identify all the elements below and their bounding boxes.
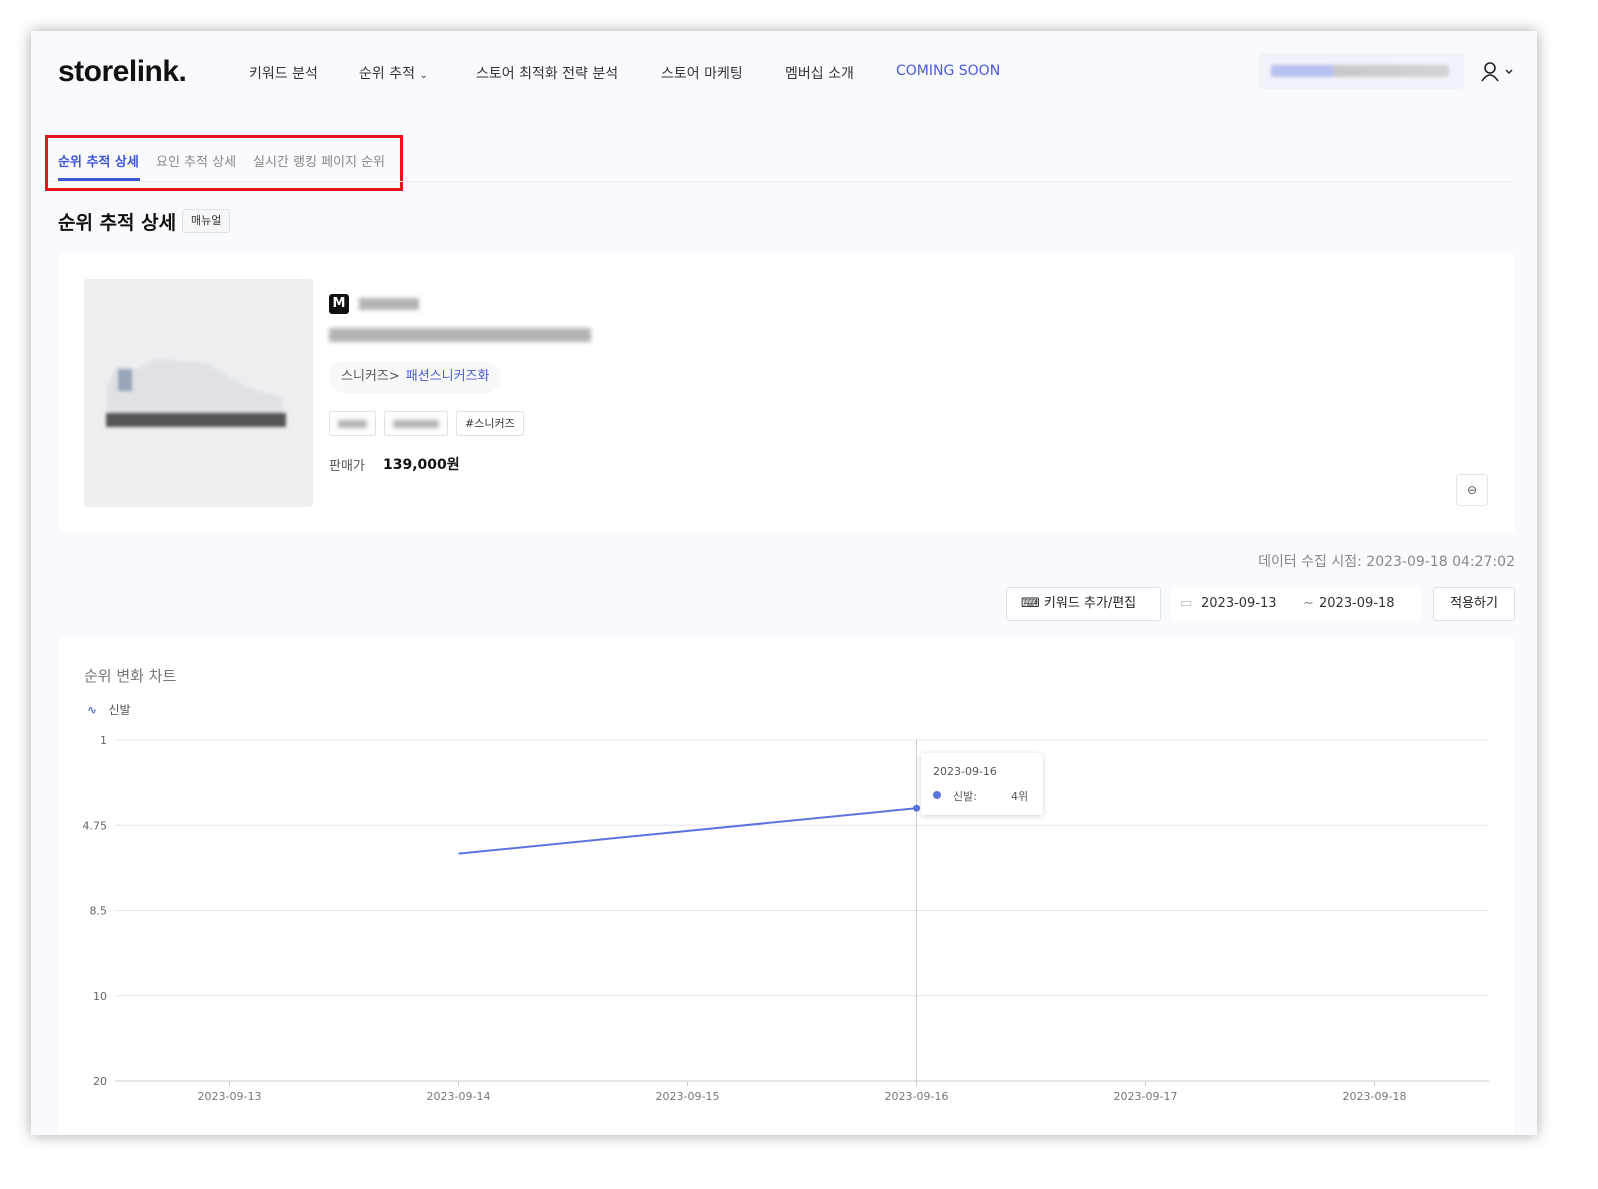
tooltip-date: 2023-09-16	[933, 765, 997, 778]
keyboard-icon: ⌨	[1021, 596, 1040, 611]
tooltip-series: 신발:	[953, 790, 977, 803]
y-tick-label: 8.5	[90, 905, 108, 918]
user-menu[interactable]	[1481, 61, 1517, 87]
data-collected-time: 데이터 수집 시점: 2023-09-18 04:27:02	[1258, 554, 1515, 570]
category-breadcrumb: 스니커즈> 패션스니커즈화	[329, 361, 502, 393]
tooltip-dot	[933, 791, 941, 799]
link-button[interactable]: ⊖	[1456, 474, 1488, 506]
legend-item[interactable]: ∿ 신발	[87, 701, 131, 718]
tag: #스니커즈	[456, 411, 524, 436]
button-label: 키워드 추가/편집	[1043, 596, 1137, 611]
page-title: 순위 추적 상세	[58, 212, 177, 234]
link-icon: ⊖	[1466, 483, 1478, 497]
app-window: storelink. 키워드 분석 순위 추적 ⌄ 스토어 최적화 전략 분석 …	[31, 31, 1537, 1135]
blurred-tag	[338, 420, 367, 428]
x-tick-label: 2023-09-17	[1114, 1090, 1178, 1103]
blurred-email	[1271, 65, 1449, 77]
series-line	[458, 807, 917, 855]
shoe-image	[106, 359, 286, 427]
nav-store-marketing[interactable]: 스토어 마케팅	[661, 66, 743, 82]
chevron-down-icon: ⌄	[419, 70, 428, 81]
category-child[interactable]: 패션스니커즈화	[405, 369, 490, 384]
nav-keyword-analysis[interactable]: 키워드 분석	[249, 66, 318, 82]
blurred-tag	[393, 420, 439, 428]
nav-store-optimization[interactable]: 스토어 최적화 전략 분석	[476, 66, 619, 82]
x-tick-label: 2023-09-13	[198, 1090, 262, 1103]
rank-chart: 1 4.75 8.5 10 20 2023-09-13 2023-09-14 2023-09-…	[83, 734, 1489, 1103]
account-email[interactable]	[1259, 53, 1464, 89]
tag	[329, 411, 376, 436]
y-tick-label: 1	[100, 734, 107, 747]
rank-chart-card: 순위 변화 차트 ∿ 신발 1 4.75 8.5 10 20 2023-09-13 2023…	[59, 637, 1515, 1135]
y-tick-label: 4.75	[83, 819, 108, 832]
price-value: 139,000원	[383, 457, 460, 473]
tab-rank-tracking-detail[interactable]: 순위 추적 상세	[58, 155, 139, 170]
apply-button[interactable]: 적용하기	[1433, 587, 1515, 621]
divider	[51, 181, 1511, 182]
date-from[interactable]: 2023-09-13	[1201, 596, 1277, 611]
tooltip-value: 4위	[1011, 790, 1029, 803]
product-image	[84, 279, 313, 507]
active-tab-indicator	[58, 178, 140, 181]
manual-button[interactable]: 매뉴얼	[182, 209, 231, 233]
store-badge: M	[329, 294, 349, 314]
x-tick-label: 2023-09-16	[885, 1090, 949, 1103]
nav-membership[interactable]: 멤버십 소개	[785, 66, 854, 82]
chart-title: 순위 변화 차트	[84, 667, 177, 685]
chart-tooltip: 2023-09-16 신발: 4위	[921, 753, 1043, 815]
price-label: 판매가	[329, 459, 365, 474]
blurred-product-name	[329, 328, 591, 342]
legend-label: 신발	[108, 703, 131, 717]
tab-factor-tracking-detail[interactable]: 요인 추적 상세	[156, 155, 237, 170]
y-tick-label: 20	[93, 1075, 107, 1088]
tag	[384, 411, 448, 436]
blurred-store-name	[359, 298, 419, 310]
data-point	[913, 804, 920, 812]
category-parent[interactable]: 스니커즈>	[341, 369, 400, 384]
date-range-picker[interactable]: ▭ 2023-09-13 ~ 2023-09-18	[1170, 587, 1422, 621]
nav-label: 순위 추적	[359, 66, 415, 82]
calendar-icon: ▭	[1180, 596, 1193, 611]
date-to[interactable]: 2023-09-18	[1319, 596, 1395, 611]
logo[interactable]: storelink.	[58, 55, 187, 88]
x-tick-label: 2023-09-18	[1343, 1090, 1407, 1103]
highlight-box	[45, 135, 403, 191]
nav-rank-tracking[interactable]: 순위 추적 ⌄	[359, 63, 428, 83]
x-tick-label: 2023-09-14	[427, 1090, 491, 1103]
tab-realtime-ranking[interactable]: 실시간 랭킹 페이지 순위	[253, 155, 385, 170]
date-separator: ~	[1303, 596, 1314, 611]
keyword-edit-button[interactable]: ⌨ 키워드 추가/편집	[1006, 587, 1161, 621]
product-card: M 스니커즈> 패션스니커즈화 #스니커즈 판매가 139,000원 ⊖	[59, 253, 1515, 533]
line-legend-icon: ∿	[87, 703, 98, 717]
user-icon	[1481, 62, 1513, 82]
x-tick-label: 2023-09-15	[656, 1090, 720, 1103]
nav-coming-soon[interactable]: COMING SOON	[896, 63, 1001, 79]
y-tick-label: 10	[93, 990, 107, 1003]
